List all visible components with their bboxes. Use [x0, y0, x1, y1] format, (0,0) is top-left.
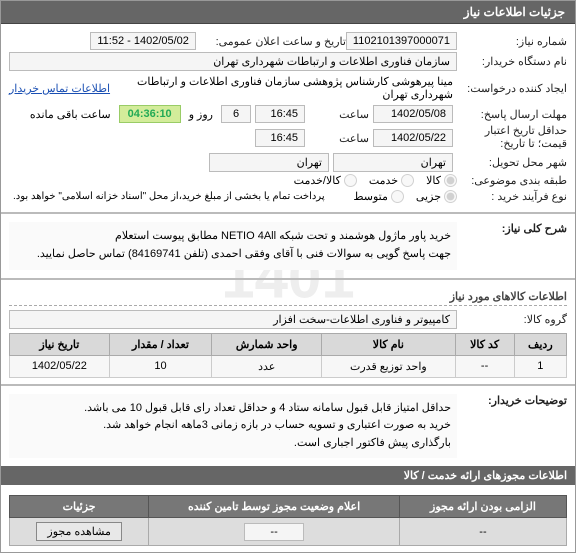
permit-col-status: اعلام وضعیت مجوز توسط تامین کننده: [149, 496, 400, 518]
announce-date-label: تاریخ و ساعت اعلان عمومی:: [196, 35, 346, 48]
process-radio-group: جزیی متوسط: [353, 190, 457, 203]
permits-table: الزامی بودن ارائه مجوز اعلام وضعیت مجوز …: [9, 495, 567, 546]
need-number-label: شماره نیاز:: [457, 35, 567, 48]
validity-date: 1402/05/22: [373, 129, 453, 147]
category-label: طبقه بندی موضوعی:: [457, 174, 567, 187]
overview-label: شرح کلی نیاز:: [457, 222, 567, 235]
requester-value: مینا پیرهوشی کارشناس پژوهشی سازمان فناور…: [118, 73, 457, 103]
city-value: تهران: [209, 153, 329, 172]
buyer-notes-label: توضیحات خریدار:: [457, 394, 567, 407]
category-service[interactable]: خدمت: [369, 174, 414, 187]
items-table: ردیف کد کالا نام کالا واحد شمارش تعداد /…: [9, 333, 567, 378]
deadline-time: 16:45: [255, 105, 305, 123]
col-unit: واحد شمارش: [212, 333, 322, 355]
category-both[interactable]: کالا/خدمت: [294, 174, 357, 187]
permits-title: اطلاعات مجوزهای ارائه خدمت / کالا: [1, 466, 575, 485]
validity-label: حداقل تاریخ اعتبار قیمت؛ تا تاریخ:: [457, 125, 567, 151]
need-number-value: 1102101397000071: [346, 32, 457, 50]
group-value: کامپیوتر و فناوری اطلاعات-سخت افزار: [9, 310, 457, 329]
col-qty: تعداد / مقدار: [109, 333, 212, 355]
col-code: کد کالا: [455, 333, 514, 355]
validity-time: 16:45: [255, 129, 305, 147]
category-radio-group: کالا خدمت کالا/خدمت: [294, 174, 457, 187]
group-label: گروه کالا:: [457, 313, 567, 326]
buyer-value: سازمان فناوری اطلاعات و ارتباطات شهرداری…: [9, 52, 457, 71]
col-row: ردیف: [514, 333, 566, 355]
days-and-label: روز و: [185, 106, 217, 123]
page-title: جزئیات اطلاعات نیاز: [464, 5, 565, 19]
countdown: 04:36:10: [119, 105, 181, 123]
category-goods[interactable]: کالا: [426, 174, 457, 187]
process-label: نوع فرآیند خرید :: [457, 190, 567, 203]
deadline-date: 1402/05/08: [373, 105, 453, 123]
overview-text: خرید پاور ماژول هوشمند و تحت شبکه NETIO …: [9, 222, 457, 269]
permit-row: -- -- مشاهده مجوز: [10, 518, 567, 546]
table-row: 1 -- واحد توزیع قدرت عدد 10 1402/05/22: [10, 355, 567, 377]
requester-label: ایجاد کننده درخواست:: [457, 82, 567, 95]
col-date: تاریخ نیاز: [10, 333, 110, 355]
permit-col-details: جزئیات: [10, 496, 149, 518]
col-name: نام کالا: [322, 333, 455, 355]
permit-col-required: الزامی بودن ارائه مجوز: [399, 496, 566, 518]
deadline-label: مهلت ارسال پاسخ:: [457, 108, 567, 121]
page-header: جزئیات اطلاعات نیاز: [1, 1, 575, 24]
buyer-label: نام دستگاه خریدار:: [457, 55, 567, 68]
view-permit-button[interactable]: مشاهده مجوز: [36, 522, 121, 541]
process-partial[interactable]: جزیی: [416, 190, 457, 203]
items-section-title: اطلاعات کالاهای مورد نیاز: [9, 290, 567, 306]
remaining-label: ساعت باقی مانده: [26, 106, 115, 123]
time-label-1: ساعت: [309, 108, 369, 121]
province-value: تهران: [333, 153, 453, 172]
buyer-notes-text: حداقل امتیاز قابل قبول سامانه ستاد 4 و ح…: [9, 394, 457, 459]
payment-note: پرداخت تمام یا بخشی از مبلغ خرید،از محل …: [9, 189, 353, 204]
time-label-2: ساعت: [309, 132, 369, 145]
city-label: شهر محل تحویل:: [457, 156, 567, 169]
contact-link[interactable]: اطلاعات تماس خریدار: [9, 82, 110, 95]
process-medium[interactable]: متوسط: [353, 190, 404, 203]
permit-status-field: --: [244, 523, 304, 541]
days-value: 6: [221, 105, 251, 123]
announce-date-value: 1402/05/02 - 11:52: [90, 32, 196, 50]
